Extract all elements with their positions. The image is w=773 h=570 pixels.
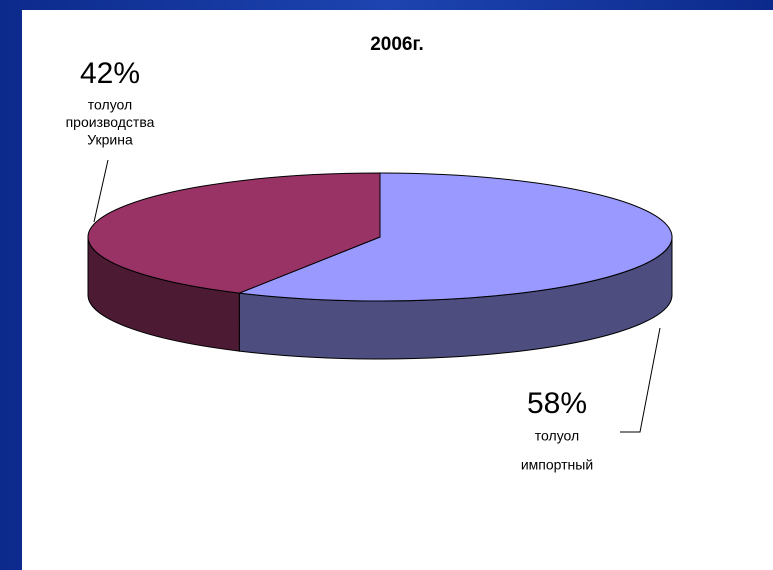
- pie-slice: [87, 172, 381, 294]
- leader-line: [93, 159, 109, 223]
- category-label: импортный: [521, 457, 593, 473]
- value-label: 58%: [527, 387, 587, 420]
- leader-line: [620, 327, 661, 433]
- chart-title: 2006г.: [370, 34, 424, 55]
- category-label: производства: [66, 114, 155, 130]
- category-label: толуол: [535, 428, 579, 444]
- pie-slice: [239, 172, 673, 302]
- category-label: Укрина: [87, 132, 133, 148]
- category-label: толуол: [88, 97, 132, 113]
- value-label: 42%: [80, 57, 140, 90]
